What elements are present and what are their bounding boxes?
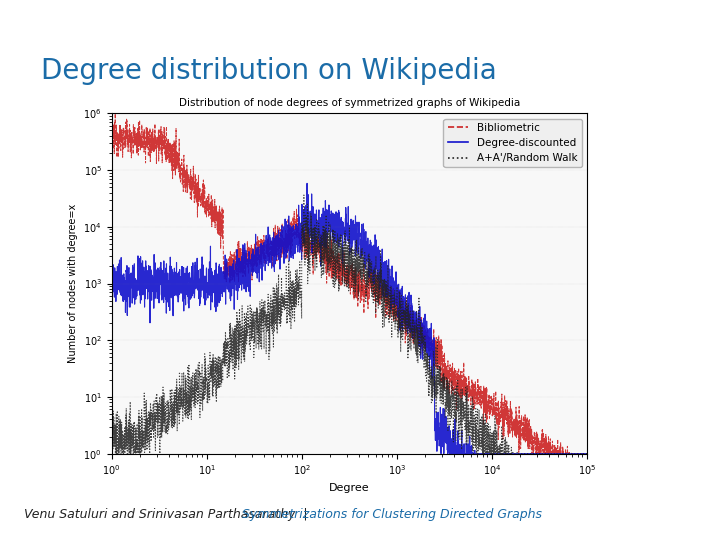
Text: Venu Satuluri and Srinivasan Parthasarathy  |: Venu Satuluri and Srinivasan Parthasarat… xyxy=(24,508,307,521)
Title: Distribution of node degrees of symmetrized graphs of Wikipedia: Distribution of node degrees of symmetri… xyxy=(179,98,520,109)
Y-axis label: Number of nodes with degree=x: Number of nodes with degree=x xyxy=(68,204,78,363)
Text: UNIVERSITY: UNIVERSITY xyxy=(637,522,684,528)
Legend: Bibliometric, Degree-discounted, A+A'/Random Walk: Bibliometric, Degree-discounted, A+A'/Ra… xyxy=(444,119,582,167)
Text: Degree distribution on Wikipedia: Degree distribution on Wikipedia xyxy=(42,57,498,85)
X-axis label: Degree: Degree xyxy=(329,483,369,492)
Text: STATE: STATE xyxy=(637,501,684,515)
Text: OHIO: OHIO xyxy=(640,485,681,500)
Text: Symmetrizations for Clustering Directed Graphs: Symmetrizations for Clustering Directed … xyxy=(242,508,542,521)
